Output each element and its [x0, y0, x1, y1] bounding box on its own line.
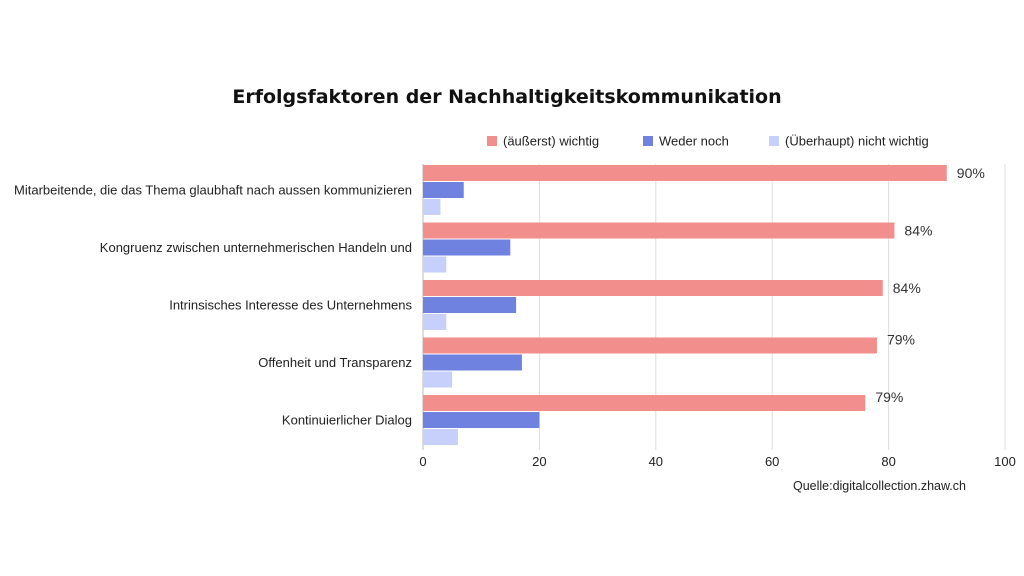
- bar: [423, 429, 458, 445]
- data-label: 84%: [893, 280, 921, 296]
- bar: [423, 371, 453, 388]
- data-label: 79%: [887, 332, 915, 348]
- data-label: 79%: [875, 389, 903, 405]
- x-axis-ticks: 0 20 40 60 80 100: [419, 454, 1015, 469]
- category-label: Kongruenz zwischen unternehmerischen Han…: [100, 240, 412, 255]
- bar: [423, 199, 441, 215]
- x-tick-label: 60: [765, 454, 779, 469]
- data-label: 90%: [957, 165, 985, 181]
- data-labels: 90% 84% 84% 79% 79%: [875, 165, 985, 405]
- category-label: Mitarbeitende, die das Thema glaubhaft n…: [14, 183, 412, 198]
- bars: [423, 165, 947, 445]
- bar: [423, 280, 883, 296]
- category-label: Offenheit und Transparenz: [258, 355, 412, 370]
- x-tick-label: 20: [532, 454, 546, 469]
- category-label: Kontinuierlicher Dialog: [282, 413, 412, 428]
- bar: [423, 256, 447, 273]
- x-tick-label: 80: [881, 454, 895, 469]
- category-label: Intrinsisches Interesse des Unternehmens: [169, 298, 412, 313]
- legend-swatch: [643, 136, 653, 146]
- category-labels: Mitarbeitende, die das Thema glaubhaft n…: [14, 183, 412, 428]
- legend-swatch: [487, 136, 497, 146]
- legend-label: (äußerst) wichtig: [503, 134, 599, 149]
- bar: [423, 412, 540, 428]
- source-note: Quelle:digitalcollection.zhaw.ch: [793, 479, 966, 493]
- bar: [423, 297, 517, 313]
- bar: [423, 239, 511, 256]
- legend: (äußerst) wichtig Weder noch (Überhaupt) n…: [487, 134, 929, 149]
- bar: [423, 395, 866, 411]
- bar: [423, 182, 464, 198]
- x-tick-label: 0: [419, 454, 426, 469]
- bar: [423, 354, 522, 371]
- data-label: 84%: [904, 223, 932, 239]
- x-tick-label: 100: [994, 454, 1016, 469]
- bar: [423, 337, 877, 354]
- legend-label: Weder noch: [659, 134, 729, 149]
- bar: [423, 222, 895, 239]
- legend-label: (Überhaupt) nicht wichtig: [785, 134, 929, 149]
- legend-swatch: [769, 136, 779, 146]
- bar: [423, 165, 947, 181]
- bar: [423, 314, 447, 330]
- chart-title: Erfolgsfaktoren der Nachhaltigkeitskommu…: [232, 86, 781, 108]
- x-tick-label: 40: [649, 454, 663, 469]
